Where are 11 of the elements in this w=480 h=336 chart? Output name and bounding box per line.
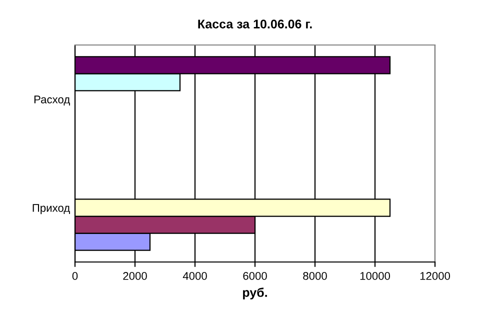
y-tick-label: Расход — [34, 96, 70, 106]
x-axis-title: руб. — [243, 288, 267, 300]
x-tick-label: 6000 — [243, 272, 267, 280]
x-tick-label: 12000 — [420, 272, 450, 280]
chart-title: Касса за 10.06.06 г. — [198, 20, 312, 28]
x-tick-label: 8000 — [303, 272, 327, 280]
x-tick-label: 10000 — [360, 272, 390, 280]
x-tick-label: 0 — [72, 272, 78, 280]
y-tick-label: Приход — [32, 204, 70, 214]
x-tick-label: 4000 — [182, 272, 207, 280]
x-tick-label: 2000 — [123, 272, 147, 280]
